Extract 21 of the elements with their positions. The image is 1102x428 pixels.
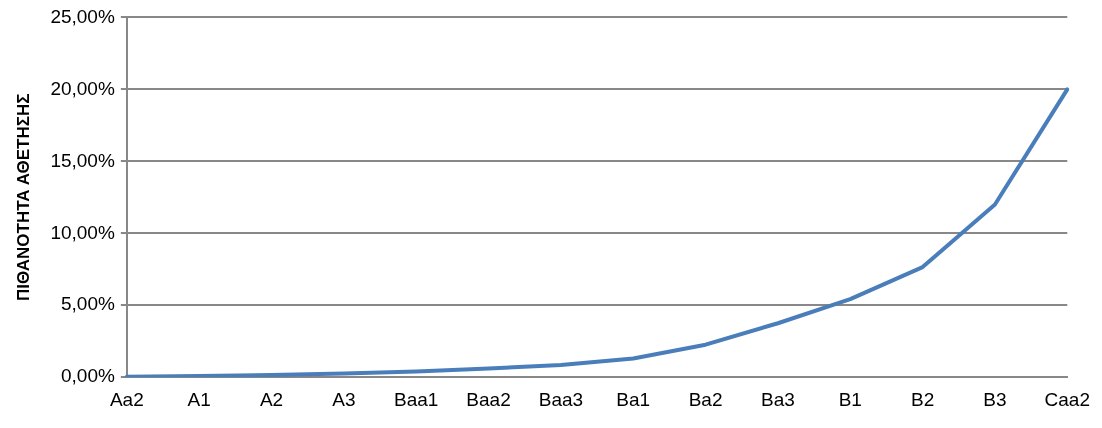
x-tick-label: Ba2 — [688, 388, 723, 410]
x-tick-label: B2 — [910, 388, 935, 410]
y-tick-label: 0,00% — [60, 365, 115, 387]
x-tick-label: Baa2 — [466, 388, 511, 410]
x-tick-label: A2 — [259, 388, 284, 410]
x-tick-label: Aa2 — [109, 388, 144, 410]
x-tick-label: Ba3 — [761, 388, 795, 410]
x-tick-label: Caa2 — [1044, 388, 1090, 410]
y-tick-label: 25,00% — [50, 5, 115, 27]
x-tick-label: Baa1 — [394, 388, 439, 410]
y-tick-label: 10,00% — [50, 221, 115, 243]
y-tick-label: 20,00% — [50, 77, 115, 99]
x-tick-label: B3 — [983, 388, 1007, 410]
x-tick-label: A1 — [187, 388, 211, 410]
y-axis-title: ΠΙΘΑΝΟΤΗΤΑ ΑΘΕΤΗΣΗΣ — [13, 93, 33, 302]
x-tick-label: B1 — [838, 388, 862, 410]
y-tick-label: 5,00% — [60, 293, 115, 315]
x-tick-label: Ba1 — [616, 388, 651, 410]
y-tick-label: 15,00% — [50, 149, 115, 171]
x-tick-label: Baa3 — [538, 388, 584, 410]
x-tick-label: A3 — [332, 388, 356, 410]
